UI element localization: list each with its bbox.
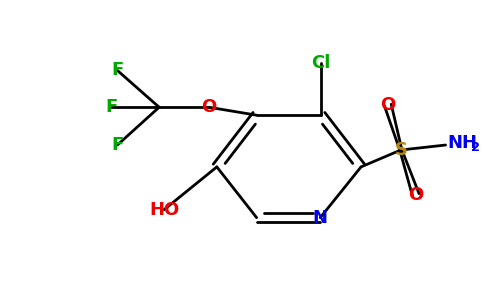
Text: HO: HO (149, 201, 179, 219)
Text: S: S (394, 141, 408, 159)
Text: O: O (408, 186, 424, 204)
Text: N: N (313, 208, 328, 226)
Text: O: O (380, 96, 395, 114)
Text: F: F (111, 61, 123, 80)
Text: F: F (111, 136, 123, 154)
Text: F: F (106, 98, 118, 116)
Text: NH: NH (448, 134, 478, 152)
Text: Cl: Cl (312, 55, 331, 73)
Text: O: O (201, 98, 216, 116)
Text: 2: 2 (471, 140, 481, 154)
